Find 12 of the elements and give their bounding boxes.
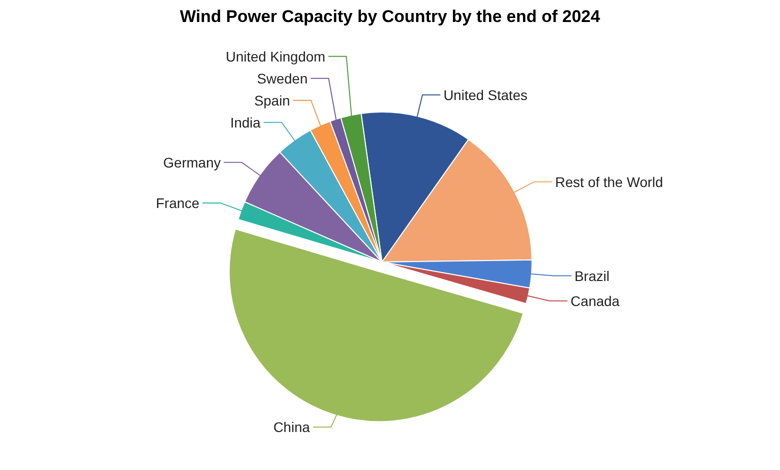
slice-label: China bbox=[273, 419, 310, 436]
slice-label: United States bbox=[443, 86, 528, 103]
slice-label: Spain bbox=[254, 92, 290, 108]
slice-label: India bbox=[230, 114, 261, 130]
slice-label: Germany bbox=[163, 154, 221, 170]
slice-label: Sweden bbox=[257, 70, 308, 86]
slice-label: France bbox=[156, 194, 200, 211]
chart-title: Wind Power Capacity by Country by the end of 2024 bbox=[180, 7, 601, 26]
slice-label: Brazil bbox=[574, 268, 610, 284]
slice-label: Canada bbox=[570, 292, 620, 309]
slice-label: United Kingdom bbox=[226, 48, 326, 64]
slice-label: Rest of the World bbox=[555, 174, 664, 190]
